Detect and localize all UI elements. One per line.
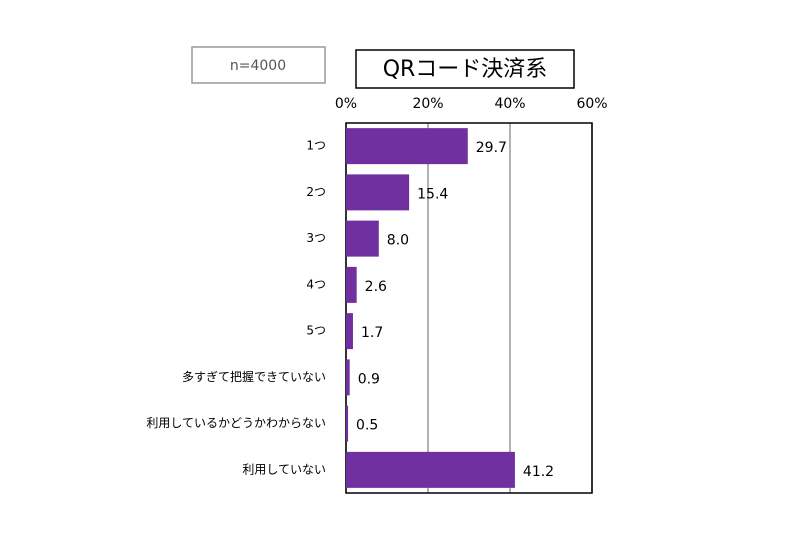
y-tick-label: 5つ [306,324,326,338]
value-label: 8.0 [387,233,409,249]
bar [346,359,350,396]
y-tick-label: 3つ [306,231,326,245]
x-tick-label: 40% [494,96,525,112]
bar [346,313,353,350]
bar [346,128,468,165]
value-label: 0.9 [358,371,380,387]
title-box [355,49,575,89]
bar [346,220,379,257]
bar [346,451,515,488]
value-label: 29.7 [476,140,507,156]
n-box [191,46,326,84]
bar [346,405,349,442]
y-tick-label: 4つ [306,277,326,291]
chart-title: QRコード決済系 [383,57,548,82]
value-label: 41.2 [523,464,554,480]
value-label: 1.7 [361,325,383,341]
y-tick-label: 利用しているかどうかわからない [146,416,326,430]
x-tick-label: 60% [576,96,607,112]
value-label: 0.5 [356,418,378,434]
y-tick-label: 1つ [306,139,326,153]
x-tick-label: 20% [412,96,443,112]
y-tick-label: 利用していない [242,462,326,476]
sample-size: n=4000 [230,58,286,74]
bar [346,174,410,211]
value-label: 2.6 [365,279,387,295]
x-tick-label: 0% [335,96,357,112]
bar [346,266,357,303]
y-tick-label: 多すぎて把握できていない [182,369,326,384]
y-tick-label: 2つ [306,185,326,199]
plot-frame [345,122,593,494]
value-label: 15.4 [417,186,448,202]
